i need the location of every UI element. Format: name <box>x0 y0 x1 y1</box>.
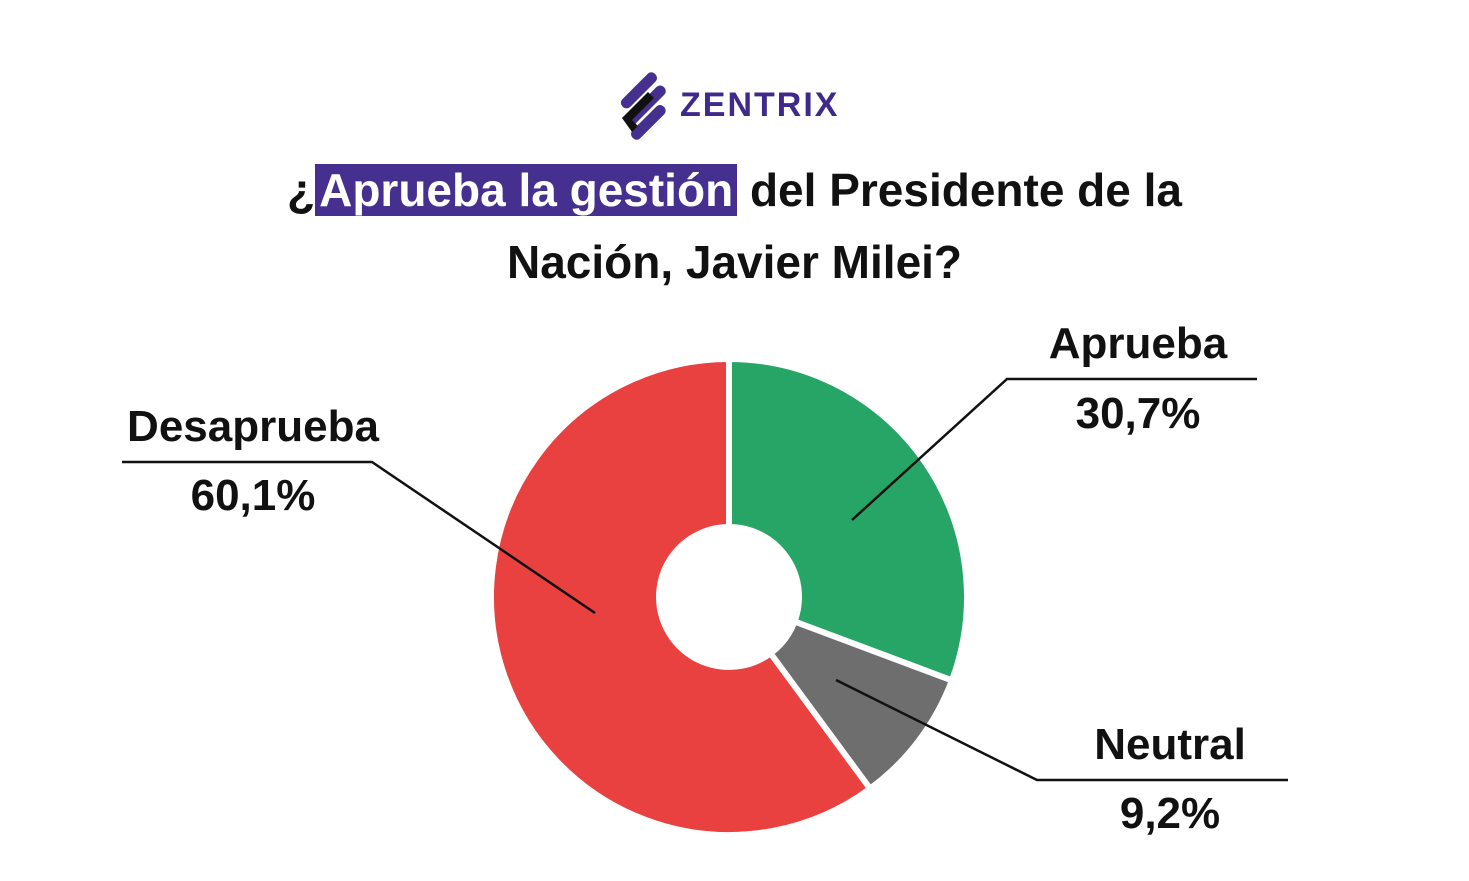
slice-neutral <box>767 618 955 792</box>
leader-line-aprueba <box>851 377 1257 521</box>
logo: ZENTRIX <box>618 70 839 140</box>
title-highlight: Aprueba la gestión <box>315 164 738 216</box>
title-rest: del Presidente de la <box>737 164 1183 216</box>
leader-line-neutral <box>835 678 1288 782</box>
slice-desaprueba <box>488 356 874 838</box>
chart-title: ¿Aprueba la gestión del Presidente de la… <box>0 154 1469 298</box>
label-aprueba-value: 30,7% <box>1076 389 1201 438</box>
label-neutral-value: 9,2% <box>1120 789 1220 838</box>
zentrix-logo-icon <box>620 72 666 140</box>
label-desaprueba-name: Desaprueba <box>127 402 379 451</box>
label-desaprueba-value: 60,1% <box>191 471 316 520</box>
label-neutral-name: Neutral <box>1094 720 1246 769</box>
title-prefix: ¿ <box>286 164 316 216</box>
title-line2: Nación, Javier Milei? <box>506 236 963 288</box>
label-aprueba-name: Aprueba <box>1049 319 1228 368</box>
leader-line-desaprueba <box>122 460 596 615</box>
slice-aprueba <box>726 356 970 684</box>
logo-text: ZENTRIX <box>680 85 840 124</box>
